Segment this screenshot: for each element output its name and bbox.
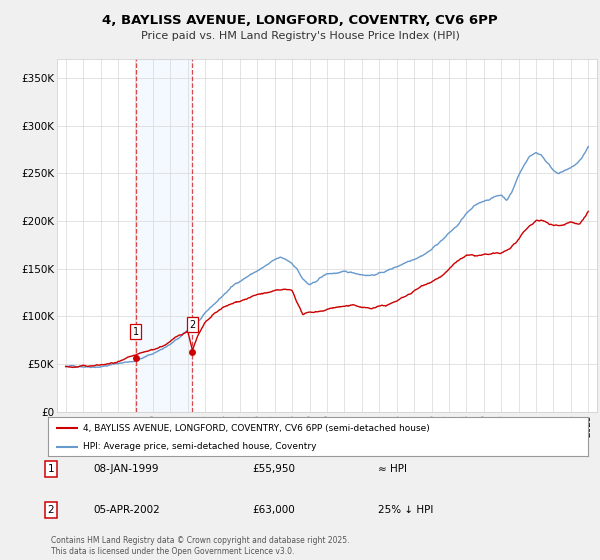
Bar xyxy=(136,59,193,412)
Text: 05-APR-2002: 05-APR-2002 xyxy=(93,505,160,515)
Text: 1: 1 xyxy=(133,326,139,337)
Text: 25% ↓ HPI: 25% ↓ HPI xyxy=(378,505,433,515)
Text: 08-JAN-1999: 08-JAN-1999 xyxy=(93,464,158,474)
Text: 2: 2 xyxy=(47,505,55,515)
Text: Price paid vs. HM Land Registry's House Price Index (HPI): Price paid vs. HM Land Registry's House … xyxy=(140,31,460,41)
Text: £63,000: £63,000 xyxy=(252,505,295,515)
Text: Contains HM Land Registry data © Crown copyright and database right 2025.
This d: Contains HM Land Registry data © Crown c… xyxy=(51,536,349,556)
Text: 2: 2 xyxy=(189,320,196,330)
Text: ≈ HPI: ≈ HPI xyxy=(378,464,407,474)
Text: £55,950: £55,950 xyxy=(252,464,295,474)
Text: 4, BAYLISS AVENUE, LONGFORD, COVENTRY, CV6 6PP (semi-detached house): 4, BAYLISS AVENUE, LONGFORD, COVENTRY, C… xyxy=(83,424,430,433)
Text: 1: 1 xyxy=(47,464,55,474)
Text: HPI: Average price, semi-detached house, Coventry: HPI: Average price, semi-detached house,… xyxy=(83,442,317,451)
Text: 4, BAYLISS AVENUE, LONGFORD, COVENTRY, CV6 6PP: 4, BAYLISS AVENUE, LONGFORD, COVENTRY, C… xyxy=(102,14,498,27)
